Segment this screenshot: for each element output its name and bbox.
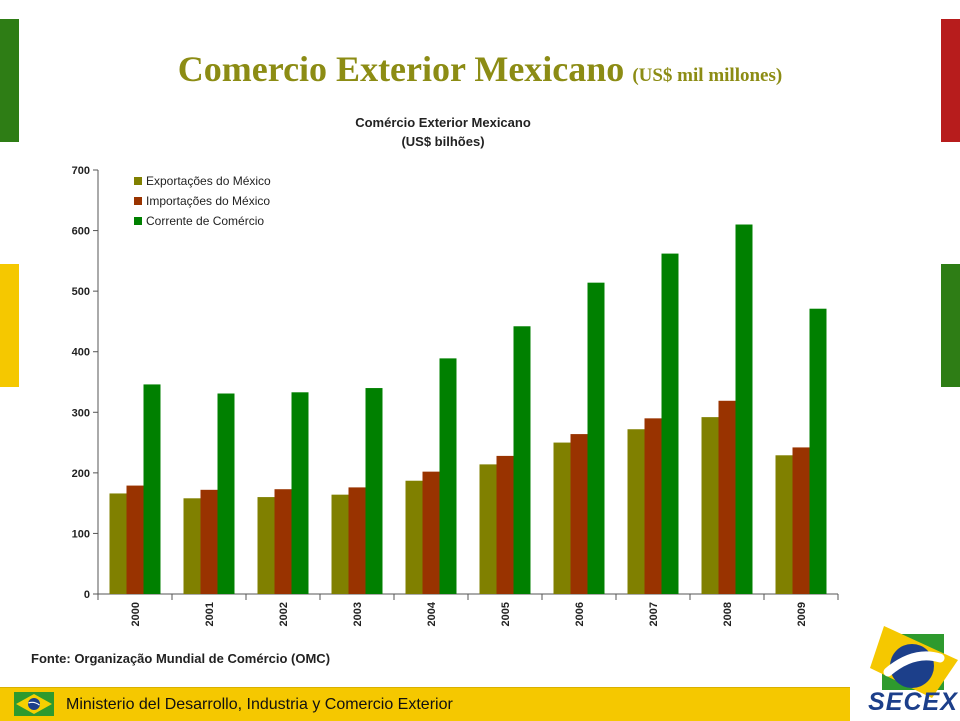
bar-2003-series-2 [348,487,366,594]
legend-swatch [134,197,142,205]
y-tick-label: 600 [72,226,90,238]
chart-subtitle: (US$ bilhões) [401,134,484,149]
x-tick-label: 2004 [426,601,438,626]
bar-2003-series-1 [331,494,349,594]
x-tick-label: 2000 [130,602,142,626]
chart-title: Comércio Exterior Mexicano [355,115,531,130]
y-tick-label: 500 [72,286,90,298]
bar-2009-series-3 [809,308,827,594]
legend-label: Importações do México [146,194,270,208]
y-tick-label: 0 [84,589,90,601]
brazil-flag-icon [14,692,54,716]
bar-2005-series-3 [513,326,531,594]
bar-2008-series-3 [735,224,753,594]
bar-2007-series-1 [627,429,645,594]
secex-logo-icon [870,626,958,698]
bar-2000-series-3 [143,384,161,594]
bar-2004-series-2 [422,471,440,594]
bar-2005-series-2 [496,455,514,594]
bar-2006-series-1 [553,442,571,594]
bar-2001-series-2 [200,489,218,594]
y-tick-label: 300 [72,407,90,419]
accent-bar-right-red [941,19,960,142]
slide-title: Comercio Exterior Mexicano (US$ mil millo… [0,48,960,90]
x-tick-label: 2005 [500,602,512,626]
x-tick-label: 2001 [204,602,216,626]
secex-logo-text: SECEX [868,688,958,716]
bar-2004-series-3 [439,358,457,594]
bar-2000-series-1 [109,493,127,594]
x-tick-label: 2008 [722,602,734,626]
bar-2005-series-1 [479,464,497,594]
legend-swatch [134,217,142,225]
bar-2007-series-2 [644,418,662,594]
bar-chart: Comércio Exterior Mexicano (US$ bilhões)… [72,115,839,626]
bar-2004-series-1 [405,480,423,594]
accent-bar-left-green [0,19,19,142]
chart-source: Fonte: Organização Mundial de Comércio (… [31,651,331,666]
slide-title-unit: (US$ mil millones) [632,65,783,86]
y-tick-label: 200 [72,468,90,480]
bar-2009-series-2 [792,447,810,594]
bar-2001-series-1 [183,498,201,594]
bar-2002-series-3 [291,392,309,594]
y-tick-label: 700 [72,165,90,177]
x-tick-label: 2002 [278,602,290,626]
x-tick-label: 2007 [648,602,660,626]
y-tick-label: 400 [72,347,90,359]
bar-2002-series-1 [257,497,275,594]
accent-bar-left-yellow [0,264,19,387]
bar-2006-series-2 [570,434,588,594]
bar-2006-series-3 [587,282,605,594]
bar-2007-series-3 [661,253,679,595]
plot-area: 0 100 200 300 400 500 600 700 2000 2001 2002 2003 20… [72,165,839,626]
bar-2003-series-3 [365,388,383,594]
bar-2008-series-2 [718,400,736,594]
legend-label: Corrente de Comércio [146,214,264,228]
x-tick-label: 2006 [574,602,586,626]
accent-bar-right-green [941,264,960,387]
footer-bar: Ministerio del Desarrollo, Industria y C… [0,687,850,721]
y-tick-label: 100 [72,528,90,540]
x-tick-label: 2009 [796,602,808,626]
bar-2009-series-1 [775,455,793,594]
x-tick-label: 2003 [352,602,364,626]
bar-2000-series-2 [126,485,144,594]
legend-swatch [134,177,142,185]
bar-2008-series-1 [701,417,719,594]
footer-text: Ministerio del Desarrollo, Industria y C… [66,696,453,713]
bar-2002-series-2 [274,489,292,594]
bar-2001-series-3 [217,393,235,594]
legend-label: Exportações do México [146,174,271,188]
slide-title-main: Comercio Exterior Mexicano [177,49,625,89]
